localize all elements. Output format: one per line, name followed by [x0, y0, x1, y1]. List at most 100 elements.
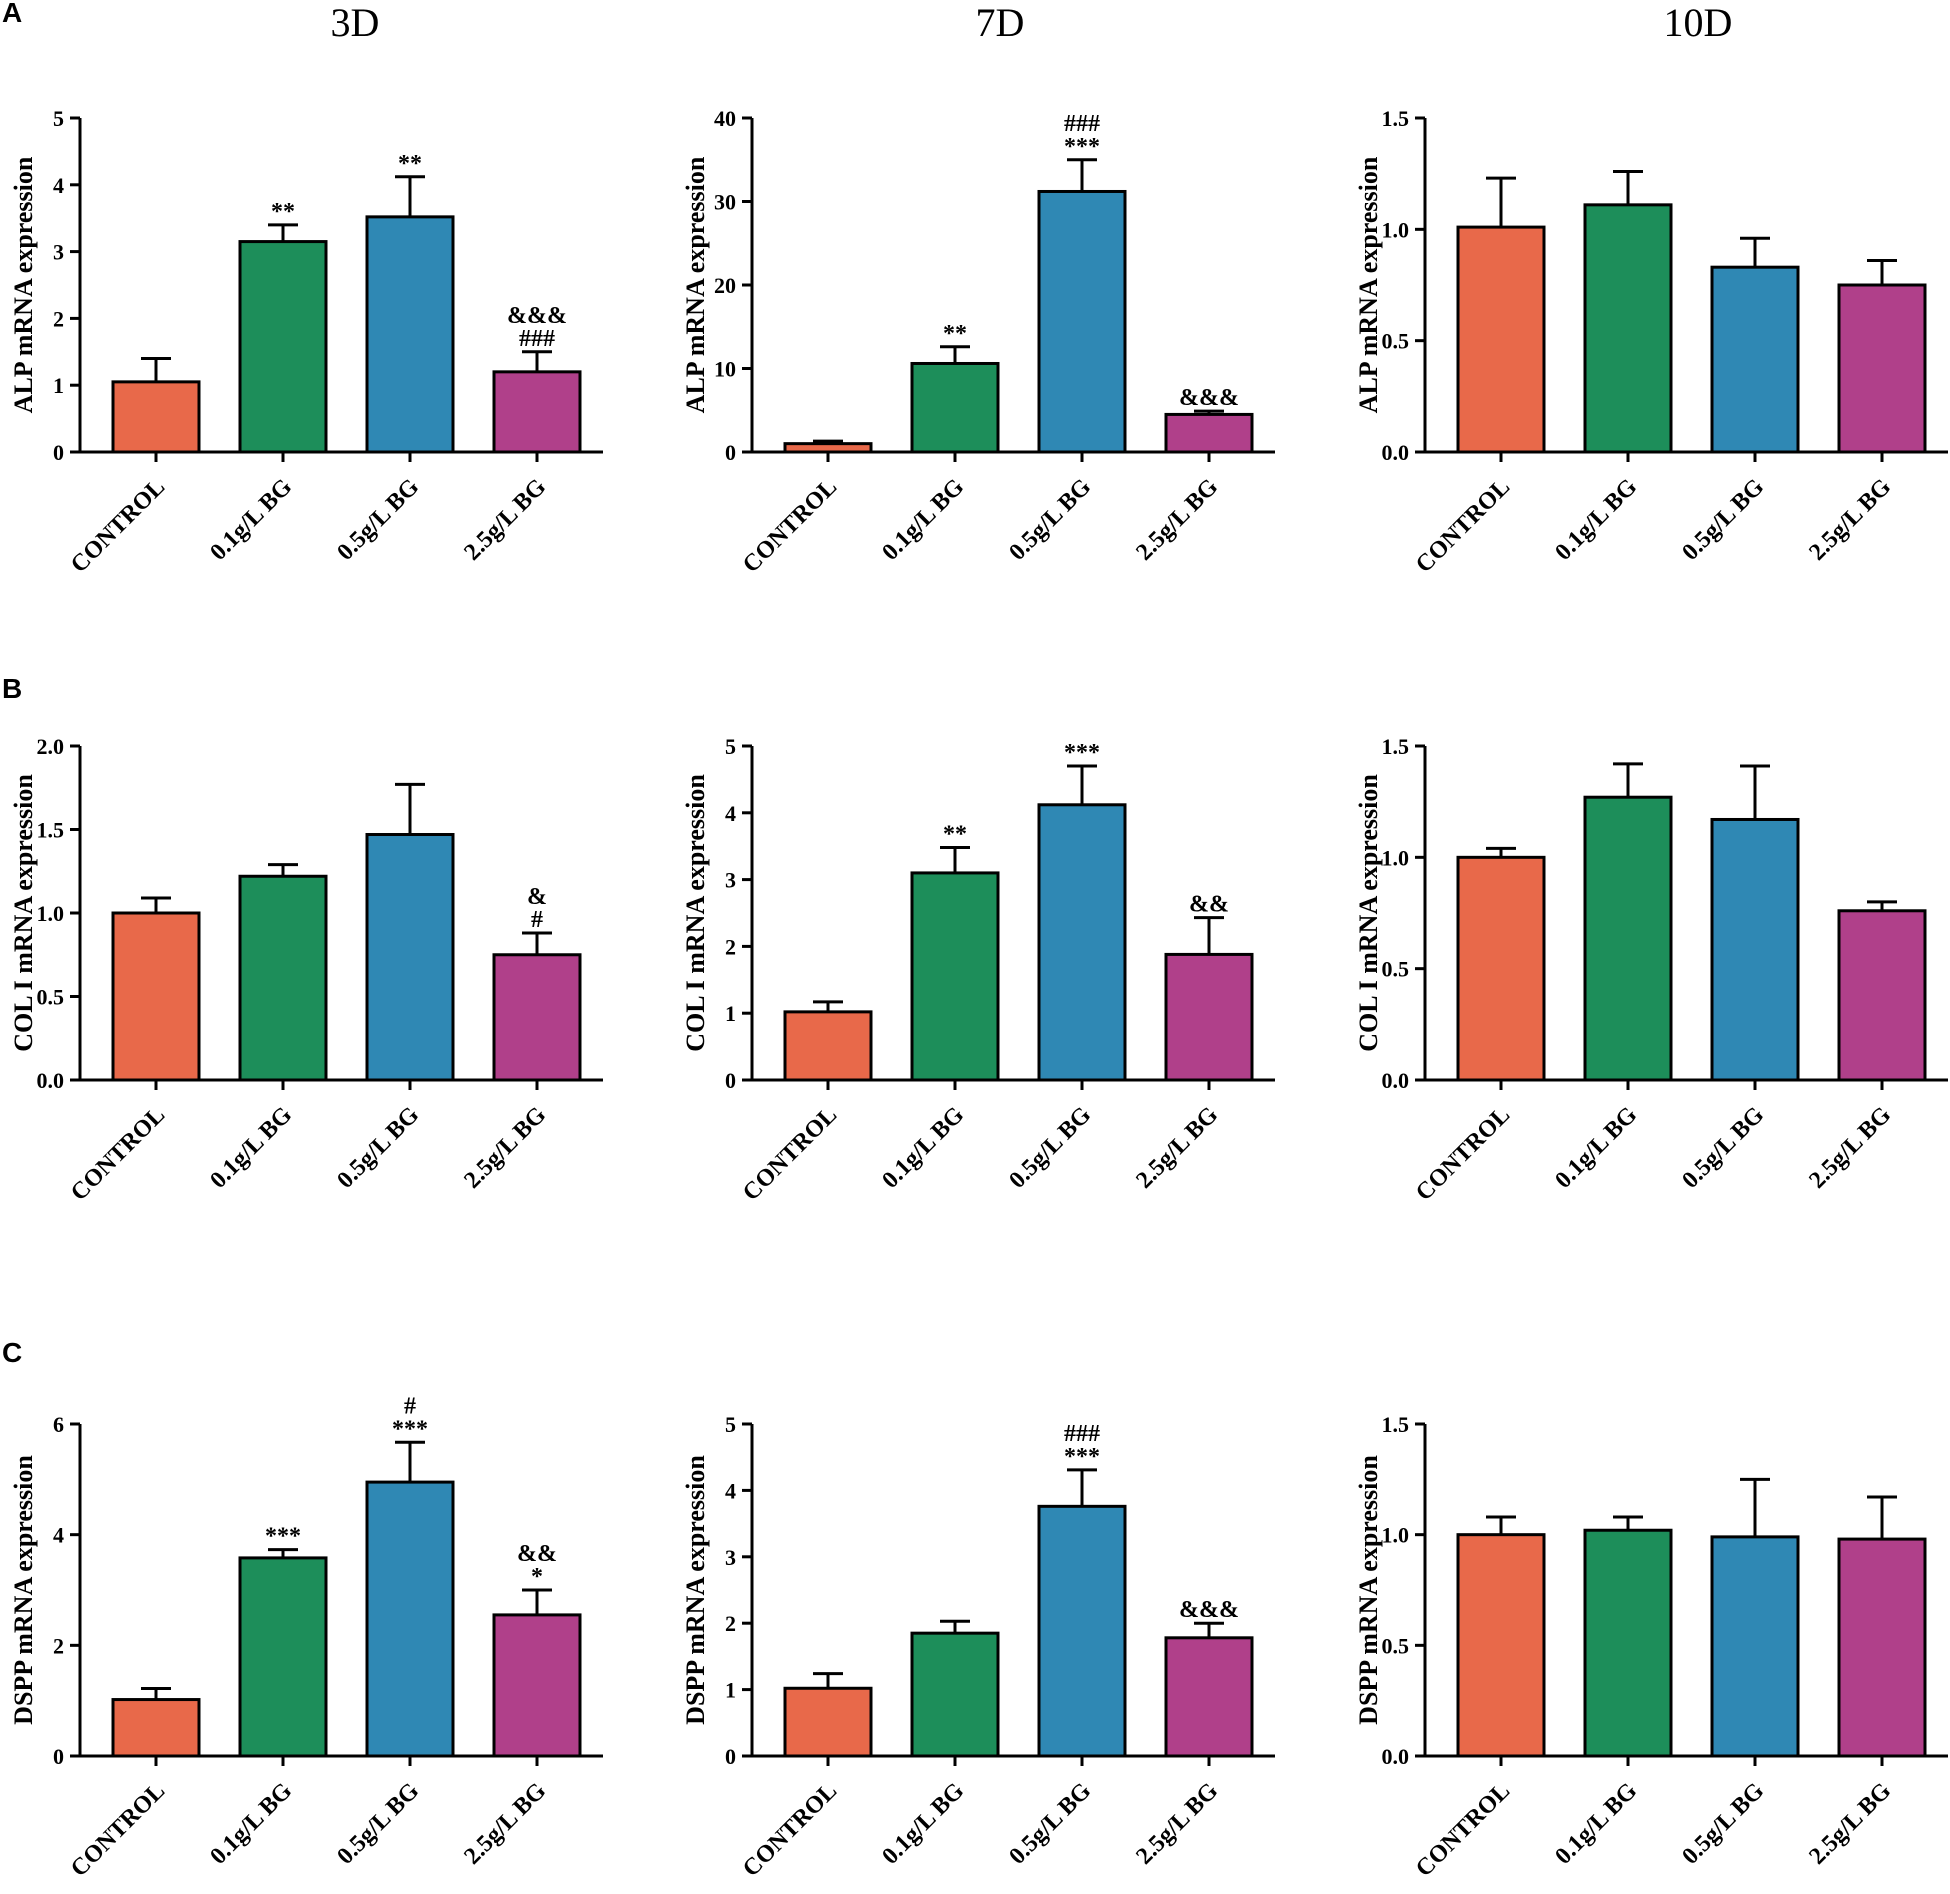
bar-1 — [238, 874, 328, 1082]
category-label: CONTROL — [738, 474, 842, 578]
category-label: 0.5g/L BG — [332, 474, 424, 566]
y-tick-label: 30 — [714, 190, 736, 215]
y-tick-label: 40 — [714, 106, 736, 131]
bar-2 — [365, 215, 455, 454]
significance-annotation: && — [1189, 892, 1229, 918]
bar-2 — [1710, 817, 1800, 1082]
category-label: CONTROL — [66, 1102, 170, 1206]
y-tick-label: 0.5 — [1382, 957, 1410, 982]
category-label: 2.5g/L BG — [1804, 474, 1896, 566]
category-label: 0.1g/L BG — [877, 474, 969, 566]
chart-col1-10d: 0.0 0.5 1.0 1.5 COL I mRNA expression CONTROL… — [1354, 734, 1948, 1206]
bar-2 — [1710, 1535, 1800, 1758]
bar-1 — [910, 1631, 1000, 1758]
category-label: 2.5g/L BG — [459, 1102, 551, 1194]
chart-alp-3d: 0 1 2 3 4 5 ALP mRNA expression CONTROL 0.1g/L B… — [9, 106, 603, 578]
significance-annotation: &&& — [1179, 1597, 1239, 1623]
category-label: 2.5g/L BG — [1131, 1102, 1223, 1194]
bar-2 — [1037, 189, 1127, 454]
significance-annotation: ### — [1064, 111, 1100, 137]
y-tick-label: 1 — [725, 1001, 736, 1026]
significance-annotation: &&& — [1179, 385, 1239, 411]
bar-0 — [783, 442, 873, 454]
bar-3 — [1837, 909, 1927, 1082]
y-tick-label: 5 — [725, 1412, 736, 1437]
category-label: 0.1g/L BG — [1550, 1778, 1642, 1870]
category-label: 0.1g/L BG — [1550, 1102, 1642, 1194]
y-axis-label: ALP mRNA expression — [681, 156, 710, 413]
category-label: 2.5g/L BG — [1131, 474, 1223, 566]
category-label: 0.5g/L BG — [1677, 1778, 1769, 1870]
y-axis-label: ALP mRNA expression — [1354, 156, 1383, 413]
category-label: 0.1g/L BG — [1550, 474, 1642, 566]
y-tick-label: 0.5 — [37, 985, 65, 1010]
chart-dspp-7d: 0 1 2 3 4 5 DSPP mRNA expression CONTROL 0.1g/L … — [681, 1412, 1275, 1882]
chart-col1-7d: 0 1 2 3 4 5 COL I mRNA expression CONTROL 0.1g/L… — [681, 734, 1275, 1206]
bar-1 — [238, 1556, 328, 1758]
category-label: 2.5g/L BG — [1804, 1102, 1896, 1194]
y-tick-label: 4 — [53, 1523, 64, 1548]
y-tick-label: 2 — [725, 1611, 736, 1636]
y-tick-label: 6 — [53, 1412, 64, 1437]
category-label: 0.5g/L BG — [1004, 1778, 1096, 1870]
column-title-10d: 10D — [1664, 0, 1733, 45]
bar-2 — [1037, 1504, 1127, 1758]
bar-3 — [492, 953, 582, 1082]
y-tick-label: 5 — [725, 734, 736, 759]
category-label: 0.5g/L BG — [1677, 1102, 1769, 1194]
significance-annotation: & — [527, 884, 547, 910]
category-label: CONTROL — [1411, 1778, 1515, 1882]
y-axis-label: COL I mRNA expression — [681, 774, 710, 1052]
significance-annotation: ** — [271, 199, 295, 225]
y-tick-label: 0 — [725, 440, 736, 465]
y-tick-label: 2.0 — [37, 734, 65, 759]
y-tick-label: 1.5 — [1382, 1412, 1410, 1437]
bar-0 — [1456, 1533, 1546, 1758]
bar-0 — [1456, 225, 1546, 454]
y-tick-label: 4 — [725, 801, 736, 826]
significance-annotation: *** — [1064, 134, 1100, 160]
category-label: 0.1g/L BG — [877, 1778, 969, 1870]
bar-0 — [1456, 855, 1546, 1082]
bar-0 — [111, 911, 201, 1082]
y-axis-label: DSPP mRNA expression — [681, 1455, 710, 1725]
panel-letter-c: C — [2, 1337, 22, 1368]
y-tick-label: 0 — [53, 1744, 64, 1769]
y-tick-label: 1.0 — [1382, 845, 1410, 870]
column-title-3d: 3D — [331, 0, 380, 45]
bar-1 — [1583, 203, 1673, 454]
y-tick-label: 0 — [53, 440, 64, 465]
significance-annotation: && — [517, 1541, 557, 1567]
y-tick-label: 5 — [53, 106, 64, 131]
y-axis-label: DSPP mRNA expression — [1354, 1455, 1383, 1725]
significance-annotation: ### — [1064, 1421, 1100, 1447]
category-label: 0.1g/L BG — [205, 474, 297, 566]
y-tick-label: 4 — [725, 1478, 736, 1503]
y-tick-label: 0.0 — [1382, 1744, 1410, 1769]
significance-annotation: ** — [943, 321, 967, 347]
significance-annotation: ** — [398, 151, 422, 177]
bar-1 — [238, 240, 328, 454]
category-label: CONTROL — [66, 1778, 170, 1882]
significance-annotation: # — [531, 907, 543, 933]
bar-0 — [111, 1698, 201, 1758]
category-label: CONTROL — [1411, 1102, 1515, 1206]
category-label: 2.5g/L BG — [1804, 1778, 1896, 1870]
category-label: CONTROL — [66, 474, 170, 578]
significance-annotation: *** — [392, 1416, 428, 1442]
y-axis-label: COL I mRNA expression — [1354, 774, 1383, 1052]
y-tick-label: 1 — [725, 1678, 736, 1703]
significance-annotation: &&& — [507, 303, 567, 329]
bar-1 — [1583, 795, 1673, 1082]
y-tick-label: 1.0 — [1382, 1523, 1410, 1548]
category-label: 0.5g/L BG — [1004, 1102, 1096, 1194]
bar-2 — [1710, 265, 1800, 454]
bar-2 — [365, 1480, 455, 1758]
bar-2 — [365, 833, 455, 1082]
category-label: 0.5g/L BG — [332, 1102, 424, 1194]
y-tick-label: 1.5 — [37, 818, 65, 843]
panel-letter-b: B — [2, 673, 22, 704]
y-tick-label: 3 — [53, 240, 64, 265]
category-label: 2.5g/L BG — [459, 474, 551, 566]
